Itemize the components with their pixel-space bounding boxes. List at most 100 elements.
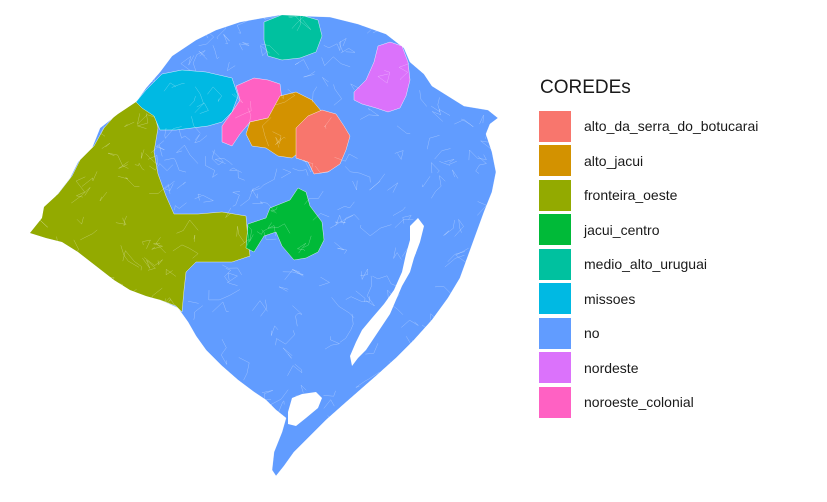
municipal-border: [454, 219, 464, 237]
municipal-border: [85, 66, 95, 90]
municipal-border: [334, 153, 358, 162]
municipal-border: [278, 286, 289, 292]
municipal-border: [73, 283, 83, 292]
municipal-border: [68, 474, 89, 476]
municipal-border: [30, 345, 32, 353]
municipal-border: [476, 436, 488, 463]
municipal-border: [457, 378, 471, 393]
municipal-border: [69, 107, 93, 117]
municipal-border: [70, 35, 84, 46]
municipal-border: [63, 76, 71, 92]
municipal-border: [141, 149, 145, 159]
municipal-border: [389, 432, 404, 444]
municipal-border: [247, 231, 254, 243]
municipal-border: [491, 15, 498, 32]
municipal-border: [315, 165, 331, 174]
municipal-border: [225, 207, 232, 218]
municipal-border: [134, 437, 146, 447]
municipal-border: [203, 406, 214, 420]
municipal-border: [376, 15, 392, 26]
municipal-border: [39, 65, 48, 72]
municipal-border: [360, 108, 380, 120]
municipal-border: [304, 470, 314, 476]
municipal-border: [232, 191, 241, 207]
municipal-border: [267, 222, 291, 234]
legend-label: fronteira_oeste: [584, 187, 678, 204]
municipal-border: [36, 450, 48, 462]
municipal-border: [93, 327, 106, 339]
municipal-border: [30, 148, 33, 179]
municipal-border: [397, 15, 408, 21]
municipal-border: [84, 386, 97, 391]
municipal-border: [256, 229, 264, 235]
municipal-border: [441, 340, 453, 350]
municipal-border: [239, 238, 249, 247]
municipal-border: [287, 470, 309, 476]
municipal-border: [191, 432, 203, 446]
municipal-border: [278, 473, 282, 476]
legend-label: alto_da_serra_do_botucarai: [584, 118, 759, 135]
municipal-border: [148, 463, 168, 468]
municipal-border: [212, 301, 229, 313]
municipal-border: [487, 372, 498, 383]
municipal-border: [49, 368, 59, 376]
municipal-border: [303, 235, 312, 248]
municipal-border: [327, 415, 341, 431]
municipal-border: [145, 406, 154, 412]
municipal-border: [246, 463, 257, 474]
municipal-border: [414, 479, 430, 487]
municipal-border: [249, 15, 267, 21]
map-panel: [14, 15, 498, 488]
municipal-border: [355, 371, 380, 388]
municipal-border: [263, 225, 277, 240]
municipal-border: [194, 134, 200, 143]
municipal-border: [193, 50, 206, 72]
municipal-border: [101, 143, 110, 149]
municipal-border: [117, 302, 135, 314]
municipal-border: [212, 45, 220, 60]
municipal-border: [275, 137, 286, 145]
municipal-border: [394, 219, 414, 228]
municipal-border: [270, 206, 278, 213]
municipal-border: [163, 82, 176, 92]
municipal-border: [57, 298, 68, 311]
municipal-border: [432, 109, 451, 122]
region-jacui-centro: [245, 187, 325, 261]
legend-item: no: [538, 316, 818, 351]
municipal-border: [151, 243, 164, 250]
municipal-border: [324, 117, 332, 129]
municipal-border: [194, 102, 209, 114]
municipal-border: [483, 451, 491, 467]
municipal-border: [252, 185, 260, 199]
municipal-border: [423, 28, 454, 42]
municipal-border: [334, 242, 348, 254]
municipal-border: [337, 201, 355, 210]
municipal-border: [174, 202, 187, 211]
municipal-border: [211, 149, 224, 166]
municipal-border: [478, 74, 491, 95]
municipal-border: [101, 328, 114, 359]
municipal-border: [14, 246, 28, 261]
municipal-border: [387, 182, 398, 193]
municipal-border: [291, 15, 306, 29]
municipal-border: [260, 299, 267, 317]
municipal-border: [369, 173, 385, 191]
municipal-border: [100, 125, 106, 137]
municipal-border: [208, 289, 240, 301]
municipal-border: [99, 279, 113, 298]
lagoa-mirim: [288, 392, 322, 426]
legend-item: alto_da_serra_do_botucarai: [538, 109, 818, 144]
municipal-border: [377, 70, 391, 84]
municipal-border: [393, 247, 402, 260]
municipal-border: [420, 463, 443, 472]
municipal-border: [118, 161, 129, 169]
municipal-border: [113, 484, 128, 488]
municipal-border: [57, 369, 68, 381]
municipal-border: [105, 417, 124, 443]
region-nordeste: [353, 41, 411, 113]
municipal-border: [293, 15, 311, 30]
municipal-border: [231, 93, 243, 103]
municipal-border: [359, 224, 392, 237]
municipal-border: [486, 453, 494, 459]
municipal-border: [411, 453, 417, 459]
